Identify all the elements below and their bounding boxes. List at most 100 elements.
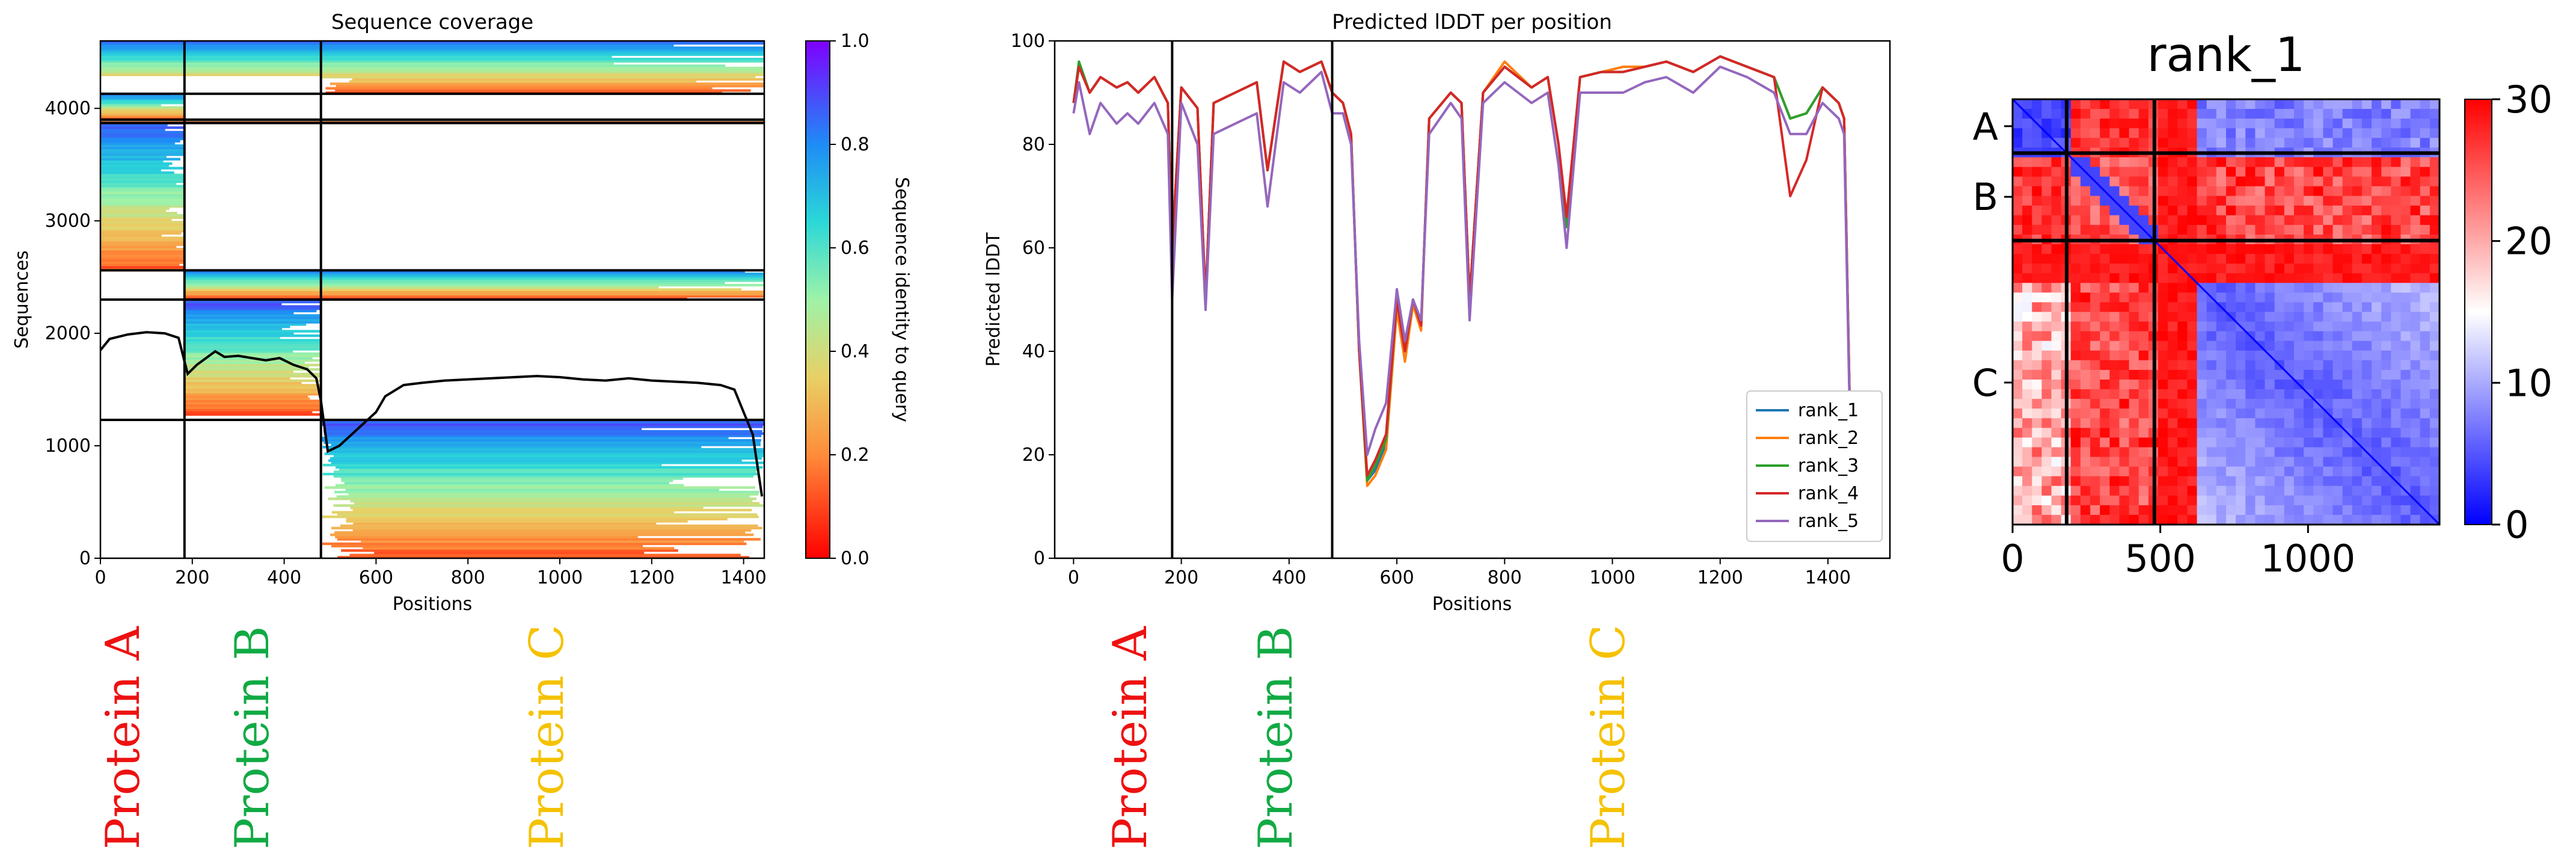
pae-cell: [2293, 476, 2304, 487]
pae-cell: [2051, 447, 2062, 458]
pae-cell: [2187, 321, 2198, 332]
pae-cell: [2100, 428, 2110, 438]
coverage-row: [100, 135, 185, 138]
pae-cell: [2032, 283, 2043, 293]
pae-cell: [2313, 340, 2323, 351]
pae-cell: [2187, 350, 2198, 361]
pae-cell: [2361, 340, 2372, 351]
pae-cell: [2226, 109, 2236, 119]
pae-cell: [2274, 466, 2285, 477]
pae-cell: [2352, 466, 2363, 477]
pae-cell: [2013, 119, 2023, 129]
coverage-row: [340, 524, 758, 528]
pae-cell: [2022, 138, 2032, 148]
coverage-row: [100, 167, 185, 170]
pae-cell: [2168, 447, 2178, 458]
pae-cell: [2177, 205, 2188, 216]
pae-cell: [2138, 505, 2149, 516]
pae-cell: [2206, 514, 2217, 525]
coverage-row: [184, 334, 321, 337]
pae-cell: [2206, 263, 2217, 274]
pae-cell: [2129, 196, 2139, 206]
coverage-row: [100, 173, 185, 176]
pae-cell: [2391, 254, 2402, 264]
pae-cell: [2226, 138, 2236, 148]
pae-cell: [2381, 437, 2391, 448]
pae-cell: [2236, 224, 2246, 235]
pae-cell: [2051, 476, 2062, 487]
pae-cell: [2090, 167, 2100, 177]
pae-cell: [2032, 399, 2043, 409]
pae-cell: [2361, 476, 2372, 487]
pae-cell: [2090, 408, 2100, 419]
pae-cell: [2090, 331, 2100, 342]
pae-cell: [2177, 514, 2188, 525]
coverage-row: [337, 538, 761, 541]
pae-cell: [2158, 389, 2168, 399]
pae-cell: [2420, 495, 2430, 506]
pae-cell: [2372, 437, 2382, 448]
pae-cell: [2265, 495, 2275, 506]
pae-cell: [2391, 495, 2402, 506]
pae-cell: [2051, 514, 2062, 525]
pae-cell: [2410, 215, 2421, 226]
coverage-row: [100, 140, 180, 143]
pae-cell: [2304, 263, 2314, 274]
y-tick-label: 1000: [45, 436, 91, 457]
pae-cell: [2236, 254, 2246, 264]
pae-cell: [2138, 350, 2149, 361]
y-tick-label: 100: [1011, 31, 1045, 52]
pae-cell: [2255, 437, 2266, 448]
pae-cell: [2332, 244, 2343, 254]
pae-cell: [2080, 418, 2091, 428]
coverage-line: [100, 331, 764, 497]
coverage-row: [184, 316, 321, 319]
pae-cell: [2410, 466, 2421, 477]
pae-cell: [2429, 205, 2440, 216]
pae-cell: [2090, 369, 2100, 380]
pae-cell: [2352, 283, 2363, 293]
pae-cell: [2304, 138, 2314, 148]
pae-cell: [2022, 495, 2032, 506]
pae-cell: [2410, 379, 2421, 390]
pae-cell: [2429, 138, 2440, 148]
pae-cell: [2187, 215, 2198, 226]
pae-cell: [2361, 119, 2372, 129]
pae-cell: [2119, 167, 2130, 177]
pae-cell: [2313, 418, 2323, 428]
pae-cell: [2274, 514, 2285, 525]
pae-cell: [2255, 447, 2266, 458]
pae-cell: [2080, 485, 2091, 496]
pae-cell: [2080, 437, 2091, 448]
pae-cell: [2342, 457, 2353, 467]
pae-cell: [2022, 447, 2032, 458]
pae-cell: [2119, 514, 2130, 525]
pae-cell: [2168, 196, 2178, 206]
coverage-row: [336, 84, 764, 88]
pae-cell: [2022, 514, 2032, 525]
pae-cell: [2013, 273, 2023, 283]
pae-cell: [2197, 205, 2207, 216]
pae-y-ticks: ABC: [1972, 105, 2013, 405]
pae-cell: [2332, 514, 2343, 525]
pae-cell: [2410, 485, 2421, 496]
pae-cell: [2041, 389, 2052, 399]
pae-cell: [2013, 215, 2023, 226]
coverage-row: [324, 430, 762, 433]
pae-cell: [2013, 263, 2023, 274]
pae-cell: [2168, 476, 2178, 487]
pae-cell: [2284, 128, 2295, 138]
pae-cell: [2293, 157, 2304, 168]
pae-cell: [2429, 437, 2440, 448]
pae-cell: [2070, 302, 2081, 313]
pae-cell: [2361, 331, 2372, 342]
pae-cell: [2429, 186, 2440, 197]
pae-cell: [2245, 186, 2256, 197]
pae-cell: [2372, 485, 2382, 496]
pae-cell: [2332, 466, 2343, 477]
pae-cell: [2245, 466, 2256, 477]
pae-cell: [2381, 447, 2391, 458]
pae-cell: [2265, 302, 2275, 313]
pae-cell: [2284, 505, 2295, 516]
pae-cell: [2255, 196, 2266, 206]
